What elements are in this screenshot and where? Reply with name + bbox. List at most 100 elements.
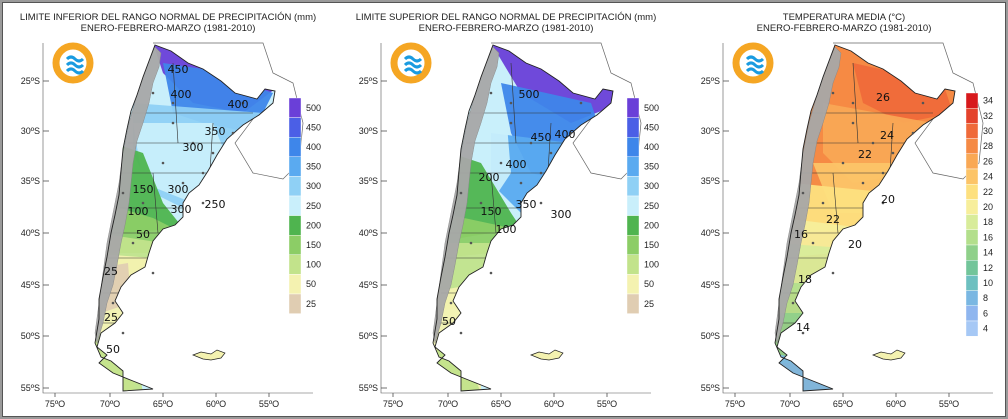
colorbar-label: 500 [644, 103, 659, 113]
contour-label: 350 [516, 198, 537, 211]
colorbar-label: 300 [306, 181, 321, 191]
map-axes: 25ºS 30ºS 35ºS 40ºS 45ºS 50ºS 55ºS 75ºO 70ºO 65ºO… [359, 43, 651, 409]
colorbar-swatch [965, 107, 979, 124]
smn-logo [52, 42, 94, 84]
contour-label: 300 [551, 208, 572, 221]
lat-tick-label: 45ºS [359, 280, 378, 290]
contour-label: 25 [104, 311, 118, 324]
contour-label: 500 [519, 88, 540, 101]
colorbar-swatch [288, 176, 302, 197]
colorbar-swatch [965, 305, 979, 322]
colorbar-swatch [626, 97, 640, 118]
precip-upper-map: 5004004504002003503001501005025ºS30ºS35º… [359, 42, 659, 409]
lat-tick-label: 30ºS [21, 126, 40, 136]
contour-label: 14 [796, 321, 810, 334]
colorbar-label: 26 [983, 156, 993, 166]
colorbar-swatch [965, 138, 979, 155]
colorbar-label: 6 [983, 308, 988, 318]
contour-label: 20 [848, 238, 862, 251]
colorbar-label: 4 [983, 324, 988, 334]
lon-tick-label: 60ºO [206, 399, 226, 409]
contour-label: 100 [496, 223, 517, 236]
colorbar-label: 150 [306, 240, 321, 250]
contour-label: 50 [106, 343, 120, 356]
colorbar-label: 400 [306, 142, 321, 152]
andes-relief [94, 46, 162, 344]
contour-label: 16 [794, 228, 808, 241]
contour-label: 400 [228, 98, 249, 111]
colorbar-swatch [626, 215, 640, 236]
contour-label: 26 [876, 91, 890, 104]
map-panel-upper-precip: LIMITE SUPERIOR DEL RANGO NORMAL DE PREC… [341, 3, 671, 416]
colorbar-swatch [626, 234, 640, 255]
colorbar-label: 22 [983, 187, 993, 197]
lon-tick-label: 75ºO [45, 399, 65, 409]
lat-tick-label: 25ºS [701, 76, 720, 86]
colorbar-swatch [965, 320, 979, 337]
contour-label: 300 [183, 141, 204, 154]
colorbar-swatch [288, 234, 302, 255]
colorbar-swatch [965, 92, 979, 109]
map-subtitle: ENERO-FEBRERO-MARZO (1981-2010) [80, 23, 256, 34]
lon-tick-label: 55ºO [259, 399, 279, 409]
contour-label: 20 [881, 193, 895, 206]
colorbar-label: 14 [983, 248, 993, 258]
colorbar-label: 450 [306, 122, 321, 132]
colorbar-label: 400 [644, 142, 659, 152]
colorbar-swatch [965, 153, 979, 170]
lon-tick-label: 75ºO [383, 399, 403, 409]
map-panel-lower-precip: LIMITE INFERIOR DEL RANGO NORMAL DE PREC… [3, 3, 333, 416]
lat-tick-label: 55ºS [701, 383, 720, 393]
colorbar-swatch [288, 215, 302, 236]
colorbar-swatch [288, 274, 302, 295]
contour-label: 400 [506, 158, 527, 171]
andes-relief [432, 46, 500, 344]
smn-logo [732, 42, 774, 84]
lon-tick-label: 55ºO [939, 399, 959, 409]
colorbar-label: 350 [644, 162, 659, 172]
colorbar-label: 150 [644, 240, 659, 250]
colorbar-label: 100 [644, 260, 659, 270]
lon-tick-label: 60ºO [886, 399, 906, 409]
station-dots [791, 91, 925, 335]
colorbar-swatch [965, 214, 979, 231]
contour-label: 22 [826, 213, 840, 226]
lat-tick-label: 30ºS [701, 126, 720, 136]
malvinas-islands [872, 349, 906, 361]
lat-tick-label: 40ºS [21, 228, 40, 238]
colorbar-label: 500 [306, 103, 321, 113]
argentina-outline [432, 44, 614, 392]
colorbar-label: 10 [983, 278, 993, 288]
contour-label: 450 [168, 63, 189, 76]
colorbar-swatch [626, 274, 640, 295]
colorbar-label: 12 [983, 263, 993, 273]
lat-tick-label: 55ºS [21, 383, 40, 393]
contour-label: 300 [171, 203, 192, 216]
colorbar-swatch [626, 156, 640, 177]
colorbar-label: 30 [983, 126, 993, 136]
lon-tick-label: 55ºO [597, 399, 617, 409]
lat-tick-label: 40ºS [701, 228, 720, 238]
andes-relief [774, 46, 842, 344]
lat-tick-label: 25ºS [359, 76, 378, 86]
colorbar-swatch [965, 275, 979, 291]
temperature-map: 26 24 22 20 22 20 16 18 14 25ºS 30ºS 35ºS 40ºS 45ºS 50… [701, 42, 993, 409]
colorbar-swatch [626, 254, 640, 275]
colorbar-swatch [965, 199, 979, 215]
lon-tick-label: 60ºO [544, 399, 564, 409]
colorbar-swatch [288, 195, 302, 216]
colorbar-swatch [288, 97, 302, 118]
colorbar-swatch [288, 293, 302, 314]
map-title: TEMPERATURA MEDIA (°C) [782, 12, 906, 23]
map-subtitle: ENERO-FEBRERO-MARZO (1981-2010) [418, 23, 594, 34]
colorbar-swatch [965, 244, 979, 261]
map-axes: 25ºS 30ºS 35ºS 40ºS 45ºS 50ºS 55ºS 75ºO 70ºO 65ºO… [21, 43, 313, 409]
colorbar-label: 200 [306, 220, 321, 230]
colorbar-swatch [965, 229, 979, 246]
lon-tick-label: 75ºO [725, 399, 745, 409]
colorbar-swatch [626, 176, 640, 197]
colorbar-swatch [288, 254, 302, 275]
lon-tick-label: 70ºO [438, 399, 458, 409]
colorbar-swatch [626, 117, 640, 138]
